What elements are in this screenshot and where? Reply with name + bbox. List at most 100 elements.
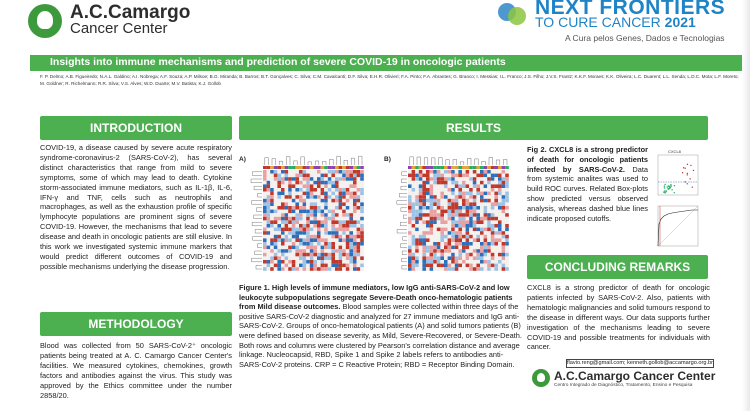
heatmap-cell: [451, 209, 455, 214]
heatmap-cell: [483, 180, 488, 185]
heatmap-cell: [273, 206, 278, 210]
heatmap-cell: [451, 252, 455, 257]
heatmap-cell: [418, 191, 423, 196]
heatmap-cell: [458, 188, 462, 192]
heatmap-annotation-cell: [426, 166, 430, 169]
heatmap-cell: [494, 263, 498, 268]
heatmap-cell: [288, 242, 292, 246]
heatmap-cell: [288, 231, 292, 235]
heatmap-cell: [273, 224, 278, 228]
heatmap-cell: [469, 206, 473, 210]
heatmap-cell: [462, 227, 466, 232]
heatmap-cell: [263, 188, 267, 192]
heatmap-cell: [331, 209, 335, 214]
heatmap-cell: [277, 177, 281, 181]
heatmap-cell: [281, 245, 285, 250]
heatmap-cell: [444, 188, 448, 192]
heatmap-cell: [483, 252, 488, 257]
heatmap-cell: [483, 213, 488, 217]
heatmap-cell: [338, 245, 343, 250]
heatmap-cell: [451, 267, 455, 271]
heatmap-cell: [487, 177, 491, 181]
heatmap-cell: [349, 209, 353, 214]
boxplot-point-death: [692, 169, 695, 172]
heatmap-cell: [426, 220, 430, 224]
heatmap-cell: [263, 252, 267, 257]
heatmap-cell: [349, 224, 353, 228]
heatmap-cell: [444, 184, 448, 188]
heatmap-cell: [263, 198, 267, 203]
heatmap-cell: [501, 242, 506, 246]
heatmap-annotation-cell: [498, 166, 502, 169]
heatmap-cell: [291, 252, 296, 257]
heatmap-cell: [476, 234, 480, 239]
heatmap-cell: [353, 195, 357, 199]
heatmap-cell: [501, 263, 506, 268]
heatmap-cell: [422, 249, 426, 253]
heatmap-cell: [480, 202, 484, 206]
heatmap-cell: [494, 206, 498, 210]
heatmap-cell: [302, 256, 307, 260]
heatmap-cell: [451, 220, 455, 224]
heatmap-cell: [408, 170, 412, 174]
heatmap-cell: [469, 198, 473, 203]
heatmap-cell: [436, 220, 441, 224]
heatmap-cell: [480, 198, 484, 203]
heatmap-cell: [331, 234, 335, 239]
heatmap-cell: [342, 227, 346, 232]
boxplot-point-death: [686, 163, 689, 166]
heatmap-cell: [483, 216, 488, 221]
boxplot-point-survived: [664, 183, 666, 186]
heatmap-cell: [436, 195, 441, 199]
heatmap-cell: [469, 195, 473, 199]
heatmap-cell: [360, 202, 364, 206]
heatmap-cell: [422, 173, 426, 178]
heatmap-cell: [288, 234, 292, 239]
heatmap-cell: [469, 216, 473, 221]
heatmap-cell: [291, 206, 296, 210]
heatmap-cell: [284, 188, 289, 192]
heatmap-cell: [349, 202, 353, 206]
heatmap-cell: [320, 245, 325, 250]
heatmap-cell: [494, 242, 498, 246]
heatmap-cell: [480, 227, 484, 232]
heatmap-cell: [426, 263, 430, 268]
heatmap-cell: [335, 191, 339, 196]
heatmap-cell: [266, 220, 271, 224]
heatmap-cell: [490, 184, 495, 188]
heatmap-cell: [273, 249, 278, 253]
heatmap-cell: [263, 256, 267, 260]
heatmap-cell: [490, 256, 495, 260]
heatmap-cell: [436, 170, 441, 174]
heatmap-cell: [418, 252, 423, 257]
heatmap-cell: [469, 234, 473, 239]
heatmap-cell: [320, 220, 325, 224]
heatmap-cell: [302, 170, 307, 174]
heatmap-cell: [458, 180, 462, 185]
heatmap-cell: [324, 180, 328, 185]
heatmap-cell: [498, 242, 502, 246]
heatmap-annotation-cell: [302, 166, 307, 169]
heatmap-cell: [436, 188, 441, 192]
heatmap-cell: [273, 245, 278, 250]
heatmap-cell: [411, 195, 416, 199]
heatmap-cell: [411, 267, 416, 271]
heatmap-cell: [335, 202, 339, 206]
heatmap-cell: [487, 184, 491, 188]
heatmap-cell: [320, 234, 325, 239]
heatmap-cell: [288, 263, 292, 268]
heatmap-cell: [270, 220, 274, 224]
heatmap-cell: [433, 195, 437, 199]
heatmap-annotation-cell: [444, 166, 448, 169]
heatmap-cell: [324, 209, 328, 214]
heatmap-cell: [288, 256, 292, 260]
heatmap-annotation-cell: [349, 166, 353, 169]
heatmap-cell: [422, 184, 426, 188]
heatmap-cell: [345, 184, 350, 188]
heatmap-cell: [487, 263, 491, 268]
heatmap-cell: [360, 213, 364, 217]
heatmap-cell: [444, 242, 448, 246]
heatmap-cell: [472, 209, 477, 214]
heatmap-cell: [277, 263, 281, 268]
figure-1-caption: Figure 1. High levels of immune mediator…: [239, 283, 523, 369]
